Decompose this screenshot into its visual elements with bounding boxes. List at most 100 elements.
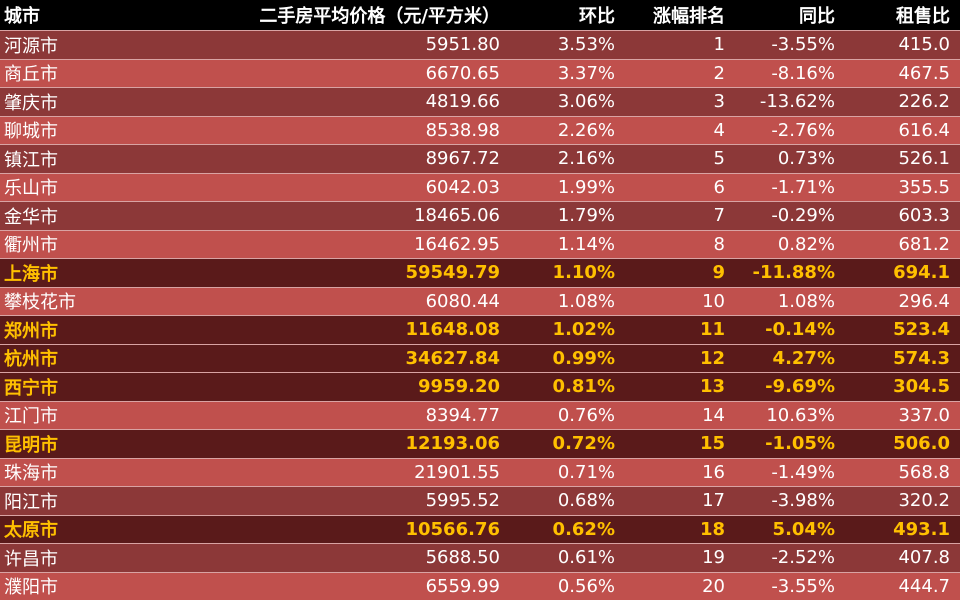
table-cell: 杭州市 <box>0 343 140 373</box>
table-cell: -3.55% <box>735 30 845 59</box>
table-cell: 珠海市 <box>0 457 140 487</box>
table-cell: -1.05% <box>735 429 845 458</box>
table-cell: 493.1 <box>845 514 960 544</box>
table-cell: 1.99% <box>510 172 625 202</box>
table-cell: 6042.03 <box>140 172 510 202</box>
table-cell: 681.2 <box>845 229 960 259</box>
table-row: 金华市 18465.06 1.79% 7 -0.29% 603.3 <box>0 201 960 230</box>
table-cell: 濮阳市 <box>0 571 140 600</box>
header-cell: 环比 <box>510 0 625 31</box>
table-cell: 5995.52 <box>140 486 510 515</box>
table-cell: 407.8 <box>845 543 960 572</box>
table-cell: 乐山市 <box>0 172 140 202</box>
table-cell: 8538.98 <box>140 115 510 145</box>
table-row: 珠海市 21901.55 0.71% 16 -1.49% 568.8 <box>0 457 960 487</box>
table-cell: 5951.80 <box>140 30 510 59</box>
header-cell: 租售比 <box>845 0 960 31</box>
table-row: 杭州市 34627.84 0.99% 12 4.27% 574.3 <box>0 343 960 373</box>
table-cell: 13 <box>625 372 735 401</box>
header-cell: 涨幅排名 <box>625 0 735 31</box>
table-cell: 江门市 <box>0 400 140 430</box>
table-cell: 9959.20 <box>140 372 510 401</box>
table-cell: 衢州市 <box>0 229 140 259</box>
table-cell: -3.98% <box>735 486 845 515</box>
table-cell: 523.4 <box>845 315 960 344</box>
table-cell: 355.5 <box>845 172 960 202</box>
table-cell: 金华市 <box>0 201 140 230</box>
table-cell: 3.53% <box>510 30 625 59</box>
table-cell: 574.3 <box>845 343 960 373</box>
table-cell: 昆明市 <box>0 429 140 458</box>
table-cell: 0.71% <box>510 457 625 487</box>
table-cell: -2.76% <box>735 115 845 145</box>
table-row: 商丘市 6670.65 3.37% 2 -8.16% 467.5 <box>0 58 960 88</box>
table-row: 河源市 5951.80 3.53% 1 -3.55% 415.0 <box>0 30 960 59</box>
table-cell: 8967.72 <box>140 144 510 173</box>
table-cell: 320.2 <box>845 486 960 515</box>
table-cell: 10 <box>625 286 735 316</box>
table-cell: 5.04% <box>735 514 845 544</box>
table-cell: 0.76% <box>510 400 625 430</box>
table-cell: 西宁市 <box>0 372 140 401</box>
table-cell: 6080.44 <box>140 286 510 316</box>
table-cell: 17 <box>625 486 735 515</box>
table-row: 昆明市 12193.06 0.72% 15 -1.05% 506.0 <box>0 429 960 458</box>
table-cell: 11648.08 <box>140 315 510 344</box>
table-cell: 337.0 <box>845 400 960 430</box>
table-cell: 296.4 <box>845 286 960 316</box>
table-cell: 7 <box>625 201 735 230</box>
table-cell: 0.61% <box>510 543 625 572</box>
table-row: 江门市 8394.77 0.76% 14 10.63% 337.0 <box>0 400 960 430</box>
table-cell: -3.55% <box>735 571 845 600</box>
table-cell: 2 <box>625 58 735 88</box>
header-cell: 同比 <box>735 0 845 31</box>
table-cell: 304.5 <box>845 372 960 401</box>
table-row: 攀枝花市 6080.44 1.08% 10 1.08% 296.4 <box>0 286 960 316</box>
table-cell: 1.08% <box>735 286 845 316</box>
table-cell: 郑州市 <box>0 315 140 344</box>
table-cell: 21901.55 <box>140 457 510 487</box>
table-cell: 商丘市 <box>0 58 140 88</box>
table-row: 乐山市 6042.03 1.99% 6 -1.71% 355.5 <box>0 172 960 202</box>
table-cell: 18465.06 <box>140 201 510 230</box>
table-cell: 18 <box>625 514 735 544</box>
table-cell: -0.29% <box>735 201 845 230</box>
table-cell: 15 <box>625 429 735 458</box>
table-cell: 444.7 <box>845 571 960 600</box>
table-cell: 太原市 <box>0 514 140 544</box>
table-cell: 34627.84 <box>140 343 510 373</box>
table-cell: 3.06% <box>510 87 625 116</box>
table-cell: 467.5 <box>845 58 960 88</box>
table-cell: 阳江市 <box>0 486 140 515</box>
table-cell: -8.16% <box>735 58 845 88</box>
table-cell: 11 <box>625 315 735 344</box>
header-cell: 二手房平均价格（元/平方米） <box>140 0 510 31</box>
table-cell: 603.3 <box>845 201 960 230</box>
table-cell: 0.73% <box>735 144 845 173</box>
table-body: 河源市 5951.80 3.53% 1 -3.55% 415.0 商丘市 6670.65 3.3… <box>0 30 960 600</box>
table-cell: 0.62% <box>510 514 625 544</box>
table-cell: 河源市 <box>0 30 140 59</box>
table-cell: -1.71% <box>735 172 845 202</box>
table-row: 聊城市 8538.98 2.26% 4 -2.76% 616.4 <box>0 115 960 145</box>
table-cell: 1.02% <box>510 315 625 344</box>
table-cell: 415.0 <box>845 30 960 59</box>
table-cell: -13.62% <box>735 87 845 116</box>
table-row: 郑州市 11648.08 1.02% 11 -0.14% 523.4 <box>0 315 960 344</box>
table-cell: 0.81% <box>510 372 625 401</box>
table-cell: 16462.95 <box>140 229 510 259</box>
table-cell: -1.49% <box>735 457 845 487</box>
header-row: 城市 二手房平均价格（元/平方米） 环比 涨幅排名 同比 租售比 <box>0 0 960 31</box>
table-cell: 0.99% <box>510 343 625 373</box>
table-cell: 9 <box>625 258 735 287</box>
table-cell: 568.8 <box>845 457 960 487</box>
table-cell: 许昌市 <box>0 543 140 572</box>
table-cell: -2.52% <box>735 543 845 572</box>
table-cell: -11.88% <box>735 258 845 287</box>
table-cell: 6559.99 <box>140 571 510 600</box>
table-cell: 0.72% <box>510 429 625 458</box>
table-row: 太原市 10566.76 0.62% 18 5.04% 493.1 <box>0 514 960 544</box>
table-header: 城市 二手房平均价格（元/平方米） 环比 涨幅排名 同比 租售比 <box>0 0 960 31</box>
table-cell: 16 <box>625 457 735 487</box>
